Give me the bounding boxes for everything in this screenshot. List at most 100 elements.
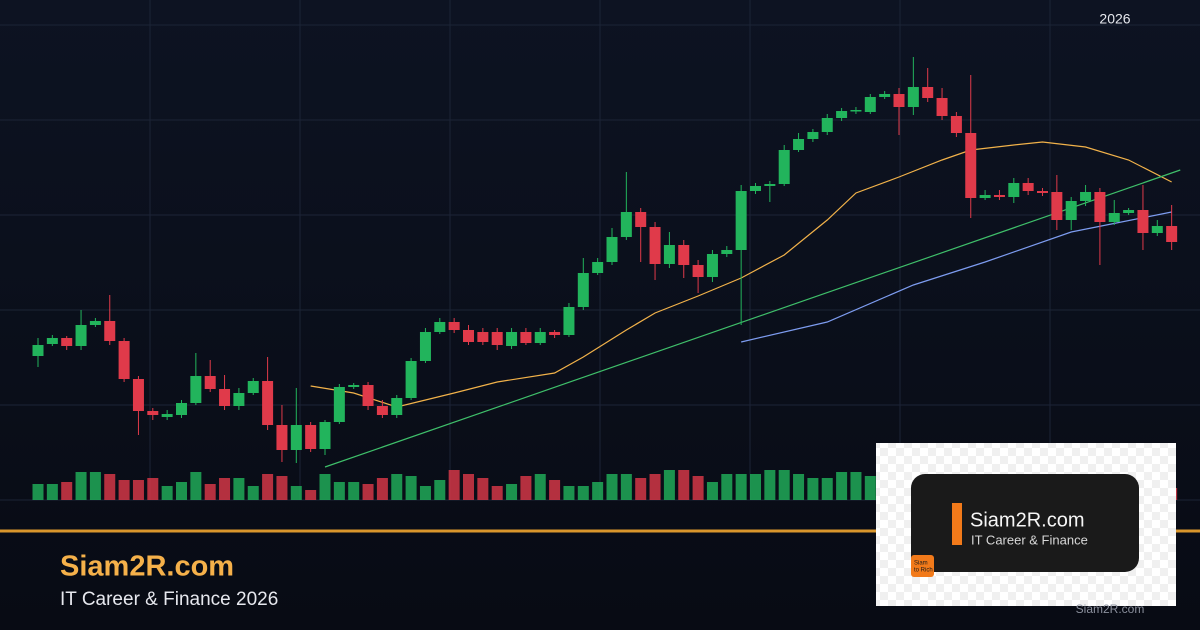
volume-bar	[305, 490, 317, 500]
volume-bar	[477, 478, 489, 500]
volume-bar	[520, 476, 532, 500]
volume-bar	[649, 474, 661, 500]
candle-body	[864, 97, 876, 112]
candle-body	[836, 111, 848, 118]
candle-body	[1037, 191, 1048, 193]
volume-bar	[678, 470, 690, 500]
candle-body	[61, 338, 73, 346]
brand-subtitle: IT Career & Finance 2026	[60, 589, 278, 610]
candle-body	[1022, 183, 1034, 191]
volume-bar	[276, 476, 288, 500]
candle-body	[922, 87, 934, 98]
candle-body	[1065, 201, 1077, 220]
volume-bar	[563, 486, 575, 500]
volume-bar	[89, 472, 101, 500]
candle-body	[348, 385, 360, 387]
candle-body	[204, 376, 216, 389]
candle-body	[979, 195, 991, 198]
candle-body	[405, 361, 417, 398]
volume-bar	[247, 486, 259, 500]
volume-bar	[549, 480, 561, 500]
volume-bar	[219, 478, 231, 500]
candle-body	[491, 332, 503, 345]
candle-body	[75, 325, 87, 346]
logo-subtitle: IT Career & Finance	[971, 532, 1088, 547]
volume-bar	[606, 474, 618, 500]
volume-bar	[391, 474, 403, 500]
candle-body	[620, 212, 632, 237]
watermark: Siam2R.com	[1076, 602, 1145, 616]
logo-card: Siam2R.com IT Career & Finance Siam to R…	[876, 443, 1176, 606]
candle-body	[1051, 192, 1063, 220]
volume-bar	[290, 486, 302, 500]
volume-bar	[190, 472, 202, 500]
volume-bar	[836, 472, 848, 500]
volume-bar	[750, 474, 761, 500]
candle-body	[692, 265, 704, 277]
candle-body	[46, 338, 58, 344]
candle-body	[764, 184, 776, 186]
candle-body	[1151, 226, 1163, 233]
volume-bar	[405, 476, 417, 500]
volume-bar	[506, 484, 518, 500]
candle-body	[477, 332, 489, 342]
candle-body	[778, 150, 790, 184]
candle-body	[190, 376, 202, 403]
volume-bar	[620, 474, 632, 500]
volume-bar	[850, 472, 862, 500]
candle-body	[1137, 210, 1149, 233]
volume-bar	[75, 472, 87, 500]
logo-badge: Siam	[914, 561, 928, 567]
candle-body	[793, 139, 805, 150]
volume-bar	[592, 482, 604, 500]
candle-body	[118, 341, 130, 379]
candle-body	[606, 237, 618, 262]
volume-bar	[319, 474, 331, 500]
volume-bar	[61, 482, 73, 500]
volume-bar	[793, 474, 805, 500]
volume-bar	[463, 474, 474, 500]
volume-bar	[807, 478, 819, 500]
candle-body	[893, 94, 905, 107]
volume-bar	[419, 486, 431, 500]
candle-body	[592, 262, 604, 273]
volume-bar	[118, 480, 130, 500]
volume-bar	[635, 478, 647, 500]
candle-body	[563, 307, 575, 335]
candle-body	[1080, 192, 1092, 201]
candle-body	[549, 332, 561, 335]
logo-title: Siam2R.com	[970, 509, 1084, 531]
candle-body	[534, 332, 546, 343]
candle-body	[577, 273, 589, 307]
volume-bar	[534, 474, 546, 500]
volume-bar	[348, 482, 360, 500]
candle-body	[290, 425, 302, 450]
volume-bar	[721, 474, 733, 500]
candle-body	[262, 381, 274, 425]
candle-body	[506, 332, 518, 346]
volume-bar	[104, 474, 116, 500]
volume-bar	[176, 482, 187, 500]
volume-bar	[32, 484, 44, 500]
logo-badge: to Rich	[914, 568, 933, 574]
volume-bar	[46, 484, 58, 500]
candle-body	[936, 98, 948, 116]
volume-bar	[233, 478, 245, 500]
volume-bar	[663, 470, 675, 500]
volume-bar	[132, 480, 144, 500]
volume-bar	[706, 482, 718, 500]
volume-bar	[161, 486, 173, 500]
candle-body	[663, 245, 675, 264]
year-label: 2026	[1099, 11, 1130, 27]
candle-body	[419, 332, 431, 361]
candle-body	[735, 191, 747, 250]
candle-body	[1108, 213, 1120, 222]
candle-body	[520, 332, 532, 343]
ma-line	[324, 169, 1181, 468]
candle-body	[32, 345, 44, 356]
volume-bar	[778, 470, 790, 500]
candle-body	[1008, 183, 1020, 197]
candle-body	[706, 254, 718, 277]
